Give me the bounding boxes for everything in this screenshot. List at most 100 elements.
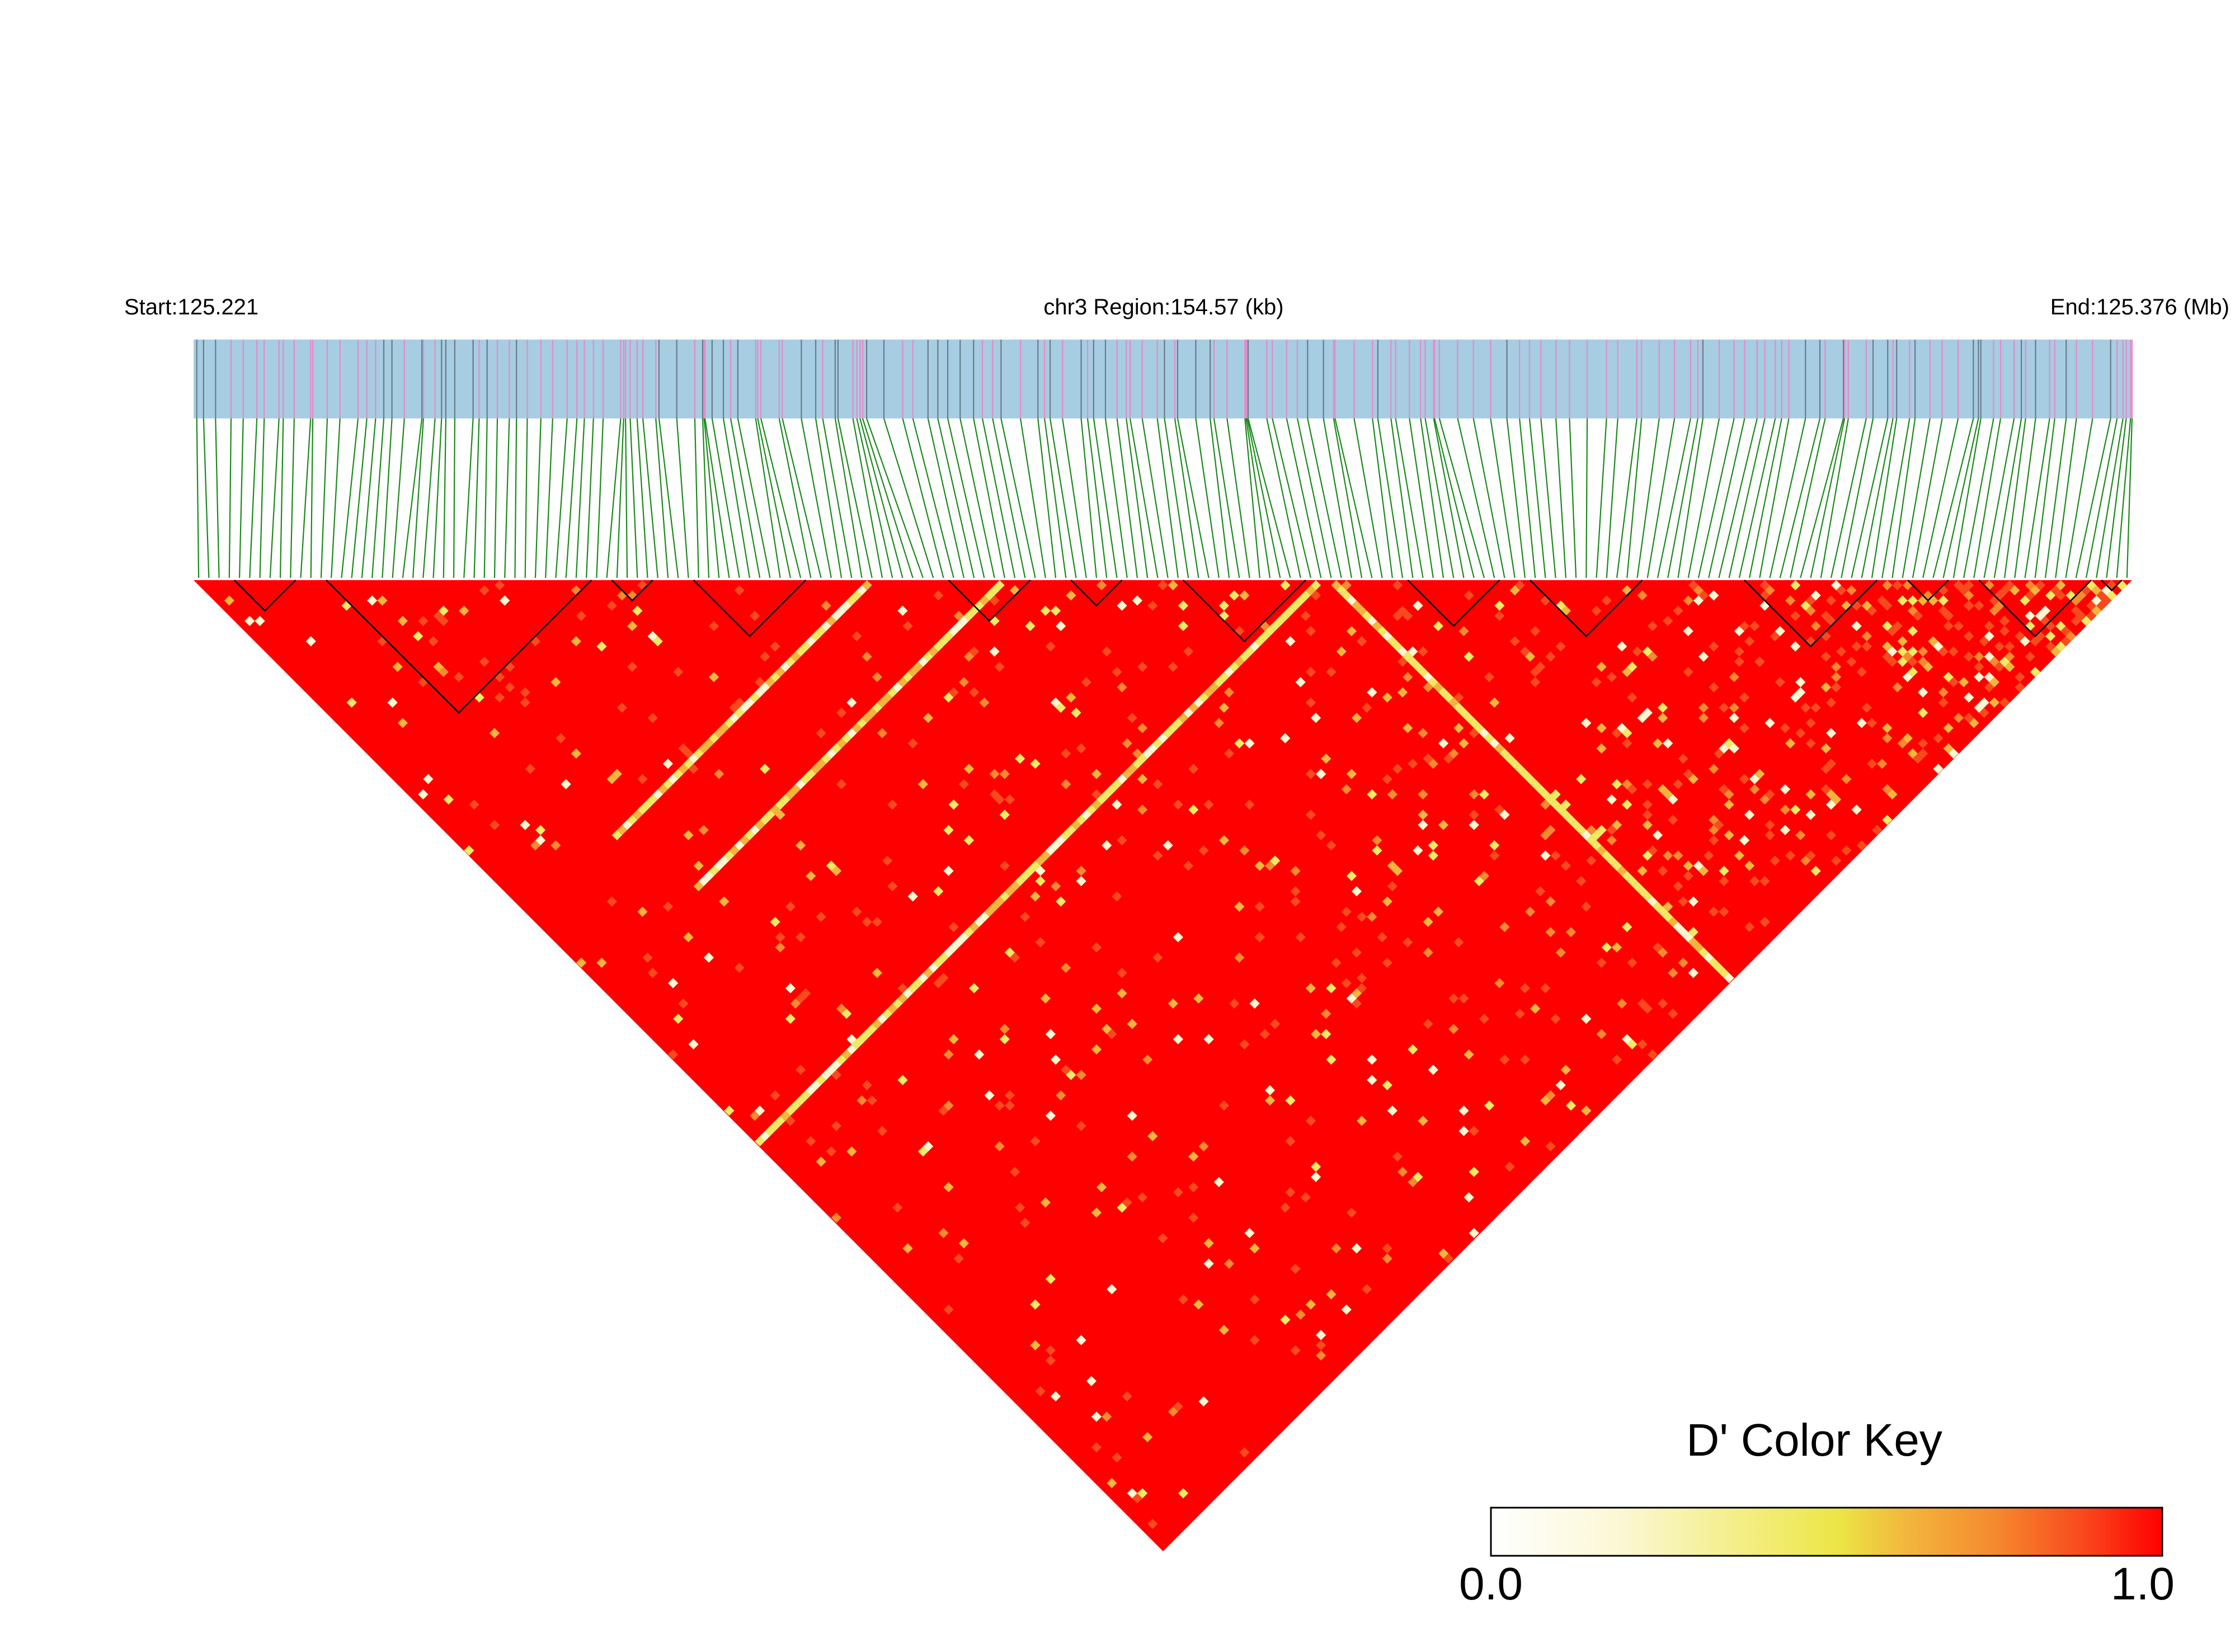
snp-connector <box>279 418 284 578</box>
ld-cell <box>1188 764 1199 774</box>
ld-stripe-cell <box>1550 799 1561 810</box>
ld-cell <box>1841 774 1852 784</box>
ld-cell <box>428 636 439 647</box>
ld-cell <box>1239 1447 1250 1458</box>
ld-cell <box>1310 713 1321 723</box>
ld-cell <box>1433 620 1444 632</box>
snp-marks <box>196 340 2133 418</box>
snp-connector <box>1247 418 1291 578</box>
ld-cell <box>1739 723 1750 733</box>
snp-connector <box>382 418 393 578</box>
ld-cell <box>1519 1055 1531 1065</box>
ld-cell <box>1448 748 1459 759</box>
snp-connector <box>1213 418 1240 578</box>
ld-cell <box>1326 1289 1337 1300</box>
ld-cell <box>489 820 500 830</box>
ld-cell <box>1122 1391 1132 1402</box>
ld-cell <box>535 825 546 835</box>
ld-cell <box>647 631 658 642</box>
ld-cell <box>1147 1518 1158 1529</box>
ld-cell <box>1560 799 1571 810</box>
ld-stripe-cell <box>1218 672 1230 683</box>
ld-stripe-cell <box>811 1080 821 1090</box>
ld-cell <box>1795 728 1806 738</box>
ld-cell <box>2055 641 2066 652</box>
ld-cell <box>1305 626 1316 637</box>
ld-cell <box>494 672 505 683</box>
ld-cell <box>1367 911 1377 922</box>
snp-connector <box>228 418 232 578</box>
ld-cell <box>1555 1080 1566 1090</box>
ld-cell <box>1668 1008 1678 1019</box>
ld-stripe-cell <box>1474 723 1484 733</box>
ld-cell <box>862 916 872 928</box>
ld-cell <box>1504 733 1515 743</box>
ld-cell <box>1861 702 1872 713</box>
ld-cell <box>678 743 689 754</box>
ld-cell <box>459 605 469 616</box>
ld-cell <box>1642 779 1653 789</box>
ld-stripe-cell <box>1300 590 1311 601</box>
ld-stripe-cell <box>1224 667 1235 677</box>
snp-connector <box>1049 418 1077 578</box>
ld-cell <box>1050 605 1061 616</box>
ld-baseline <box>194 578 2132 581</box>
snp-connector <box>1195 418 1220 578</box>
ld-cell <box>1234 738 1245 749</box>
snp-connector <box>361 418 377 578</box>
ld-stripe-cell <box>652 789 663 800</box>
snp-connector <box>432 418 443 578</box>
ld-cell <box>1290 886 1301 897</box>
snp-connector <box>196 418 200 578</box>
snp-connector <box>1126 418 1149 578</box>
ld-cell <box>1357 911 1367 922</box>
snp-connector <box>1104 418 1128 578</box>
ld-cell <box>907 738 918 749</box>
ld-stripe-cell <box>1591 840 1602 851</box>
ld-cell <box>1780 723 1791 733</box>
ld-cell <box>576 610 587 621</box>
ld-cell <box>948 687 959 698</box>
ld-cell <box>2071 615 2081 627</box>
ld-cell <box>1514 580 1525 591</box>
ld-cell <box>1382 774 1392 784</box>
ld-cell <box>1382 1243 1392 1254</box>
ld-cell <box>2045 631 2056 642</box>
ld-cell <box>1351 947 1362 958</box>
ld-cell <box>1637 1039 1648 1049</box>
ld-stripe-cell <box>1606 855 1617 866</box>
ld-cell <box>989 615 1000 627</box>
ld-stripe-cell <box>1519 769 1531 779</box>
ld-cell <box>1622 779 1632 789</box>
ld-cell <box>1530 1003 1541 1014</box>
ld-cell <box>1846 656 1857 667</box>
ld-cell <box>1550 850 1561 861</box>
ld-cell <box>984 1090 995 1101</box>
snp-connector <box>565 418 578 578</box>
ld-cell <box>1305 983 1316 994</box>
ld-cell <box>1642 820 1653 830</box>
ld-cell <box>1739 620 1750 632</box>
ld-cell <box>561 779 571 789</box>
ld-cell <box>1045 1029 1056 1039</box>
ld-cell <box>902 620 913 632</box>
snp-connector <box>606 418 622 578</box>
ld-cell <box>1882 580 1893 591</box>
snp-connector <box>1800 418 1845 578</box>
ld-cell <box>1295 677 1306 688</box>
ld-cell <box>1091 942 1102 953</box>
ld-stripe-cell <box>1086 804 1097 815</box>
ld-cell <box>770 916 780 928</box>
ld-cell <box>719 896 730 907</box>
ld-cell <box>1269 855 1281 866</box>
ld-cell <box>1856 718 1867 728</box>
ld-cell <box>1408 646 1418 657</box>
ld-cell <box>1382 1080 1392 1090</box>
snp-connector <box>973 418 1005 578</box>
ld-stripe-cell <box>1611 860 1622 871</box>
ld-cell <box>1489 840 1500 851</box>
ld-cell <box>1540 850 1551 861</box>
ld-cell <box>1004 947 1015 958</box>
ld-cell <box>1912 754 1923 764</box>
ld-cell <box>831 1212 842 1223</box>
